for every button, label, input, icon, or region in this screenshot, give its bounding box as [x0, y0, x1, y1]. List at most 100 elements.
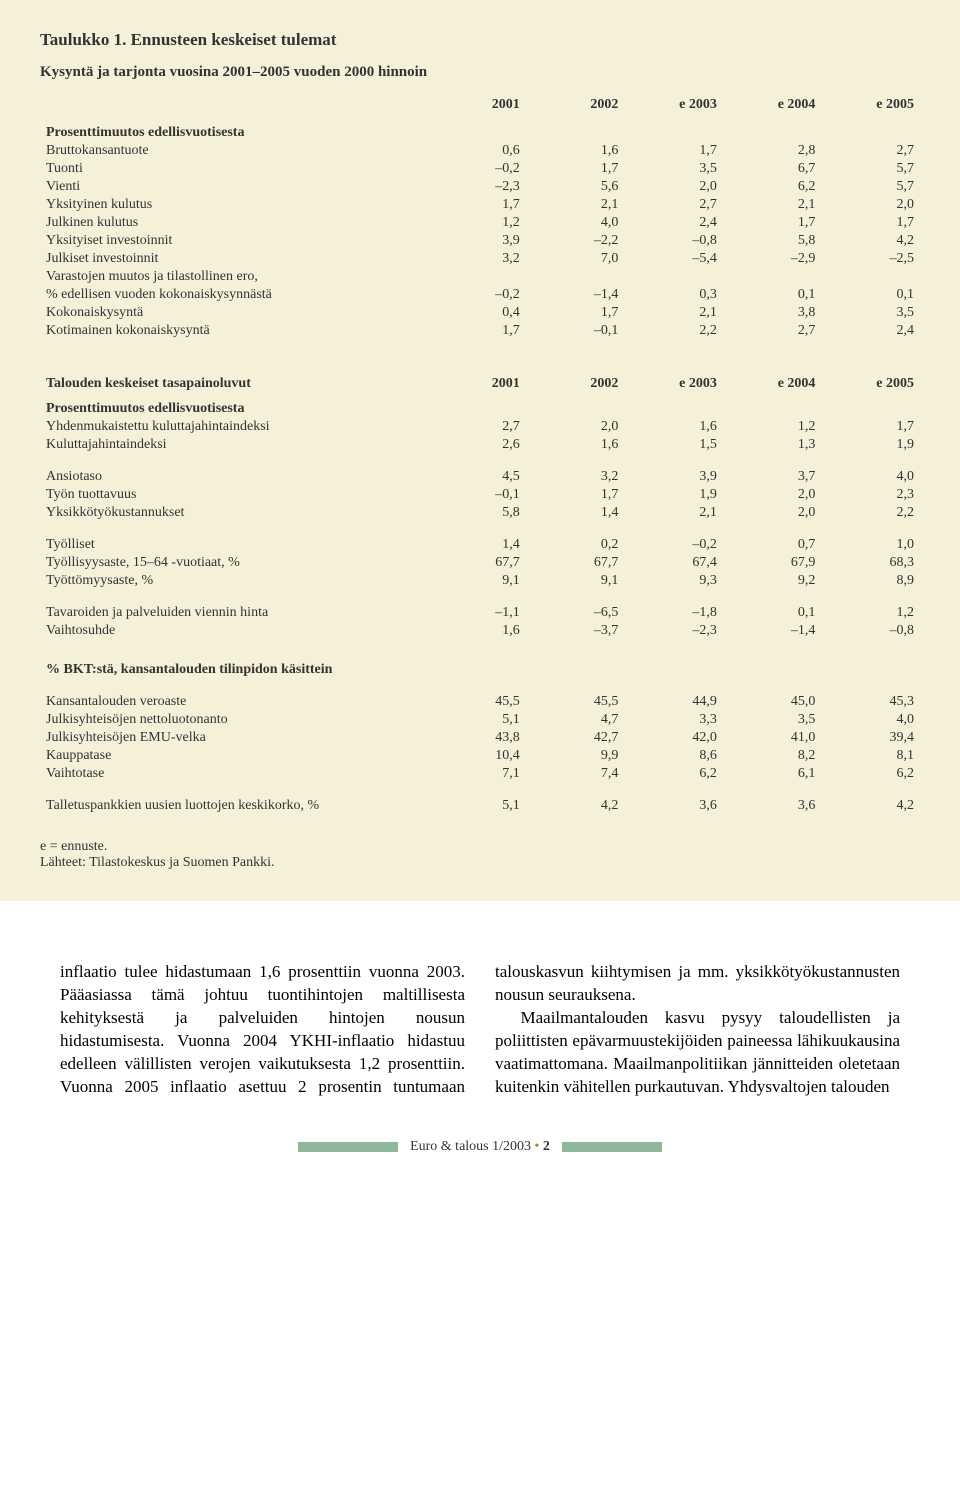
- footer-text: Euro & talous 1/2003 • 2: [410, 1139, 550, 1155]
- cell-value: –0,2: [427, 160, 526, 178]
- row-label: % edellisen vuoden kokonaiskysynnästä: [40, 286, 427, 304]
- column-header: e 2004: [723, 368, 822, 393]
- cell-value: 2,7: [624, 196, 723, 214]
- cell-value: 6,2: [821, 765, 920, 783]
- cell-value: 2,4: [821, 322, 920, 340]
- cell-value: 9,3: [624, 572, 723, 590]
- footer-bar-right: [562, 1142, 662, 1152]
- cell-value: 3,8: [723, 304, 822, 322]
- row-label: Tuonti: [40, 160, 427, 178]
- cell-value: 44,9: [624, 693, 723, 711]
- table-row: Yksityiset investoinnit3,9–2,2–0,85,84,2: [40, 232, 920, 250]
- cell-value: –1,1: [427, 604, 526, 622]
- cell-value: 1,2: [723, 418, 822, 436]
- cell-value: 43,8: [427, 729, 526, 747]
- cell-value: 41,0: [723, 729, 822, 747]
- cell-value: –2,5: [821, 250, 920, 268]
- cell-value: [624, 268, 723, 286]
- cell-value: 0,1: [821, 286, 920, 304]
- cell-value: 8,9: [821, 572, 920, 590]
- cell-value: 4,0: [821, 711, 920, 729]
- column-header: e 2004: [723, 93, 822, 117]
- row-label: Kokonaiskysyntä: [40, 304, 427, 322]
- body-text: inflaatio tulee hidastumaan 1,6 prosentt…: [0, 901, 960, 1129]
- cell-value: 3,5: [723, 711, 822, 729]
- table-row: Julkisyhteisöjen nettoluotonanto5,14,73,…: [40, 711, 920, 729]
- cell-value: 2,2: [821, 504, 920, 522]
- cell-value: –2,2: [526, 232, 625, 250]
- column-header: e 2003: [624, 93, 723, 117]
- cell-value: –0,2: [427, 286, 526, 304]
- cell-value: 3,9: [427, 232, 526, 250]
- table-row: Tavaroiden ja palveluiden viennin hinta–…: [40, 604, 920, 622]
- cell-value: 7,4: [526, 765, 625, 783]
- row-label: Vaihtosuhde: [40, 622, 427, 640]
- table-row: Yksikkötyökustannukset5,81,42,12,02,2: [40, 504, 920, 522]
- cell-value: 5,1: [427, 711, 526, 729]
- cell-value: 9,2: [723, 572, 822, 590]
- cell-value: 2,7: [723, 322, 822, 340]
- cell-value: 3,6: [723, 797, 822, 815]
- cell-value: 7,1: [427, 765, 526, 783]
- cell-value: 1,6: [624, 418, 723, 436]
- table-head: 20012002e 2003e 2004e 2005: [40, 93, 920, 117]
- cell-value: 7,0: [526, 250, 625, 268]
- cell-value: 1,7: [526, 304, 625, 322]
- section-header-row: % BKT:stä, kansantalouden tilinpidon käs…: [40, 654, 920, 679]
- cell-value: 9,1: [526, 572, 625, 590]
- cell-value: 6,7: [723, 160, 822, 178]
- table-subtitle: Kysyntä ja tarjonta vuosina 2001–2005 vu…: [40, 64, 920, 81]
- row-label: Vaihtotase: [40, 765, 427, 783]
- cell-value: 45,5: [526, 693, 625, 711]
- cell-value: 1,7: [526, 486, 625, 504]
- row-label: Ansiotaso: [40, 468, 427, 486]
- row-label: Kuluttajahintaindeksi: [40, 436, 427, 454]
- cell-value: 1,7: [723, 214, 822, 232]
- cell-value: 1,6: [526, 436, 625, 454]
- table-container: Taulukko 1. Ennusteen keskeiset tulemat …: [0, 0, 960, 901]
- cell-value: 2,1: [526, 196, 625, 214]
- column-header: e 2005: [821, 368, 920, 393]
- table-row: Varastojen muutos ja tilastollinen ero,: [40, 268, 920, 286]
- table-row: Vienti–2,35,62,06,25,7: [40, 178, 920, 196]
- row-label: Talletuspankkien uusien luottojen keskik…: [40, 797, 427, 815]
- cell-value: 2,0: [723, 486, 822, 504]
- spacer-row: [40, 783, 920, 797]
- cell-value: 2,1: [624, 504, 723, 522]
- cell-value: 1,7: [427, 322, 526, 340]
- table-row: Työllisyysaste, 15–64 -vuotiaat, %67,767…: [40, 554, 920, 572]
- cell-value: 2,1: [723, 196, 822, 214]
- table-row: Työlliset1,40,2–0,20,71,0: [40, 536, 920, 554]
- cell-value: 3,2: [427, 250, 526, 268]
- cell-value: 9,1: [427, 572, 526, 590]
- spacer-row: [40, 590, 920, 604]
- footnote-line: e = ennuste.: [40, 839, 920, 855]
- cell-value: 8,1: [821, 747, 920, 765]
- cell-value: 5,1: [427, 797, 526, 815]
- spacer-row: [40, 522, 920, 536]
- table-row: Tuonti–0,21,73,56,75,7: [40, 160, 920, 178]
- cell-value: 1,5: [624, 436, 723, 454]
- row-label: Vienti: [40, 178, 427, 196]
- table-row: Yhdenmukaistettu kuluttajahintaindeksi2,…: [40, 418, 920, 436]
- row-label: Kotimainen kokonaiskysyntä: [40, 322, 427, 340]
- table-row: Julkisyhteisöjen EMU-velka43,842,742,041…: [40, 729, 920, 747]
- cell-value: 2,2: [624, 322, 723, 340]
- cell-value: 3,9: [624, 468, 723, 486]
- cell-value: 6,2: [723, 178, 822, 196]
- cell-value: 4,2: [821, 797, 920, 815]
- row-label: Työlliset: [40, 536, 427, 554]
- spacer-row: [40, 454, 920, 468]
- cell-value: 8,6: [624, 747, 723, 765]
- row-label: Julkiset investoinnit: [40, 250, 427, 268]
- table-row: Talletuspankkien uusien luottojen keskik…: [40, 797, 920, 815]
- cell-value: 2,3: [821, 486, 920, 504]
- section-header-label: Prosenttimuutos edellisvuotisesta: [40, 117, 427, 142]
- cell-value: 5,8: [427, 504, 526, 522]
- cell-value: 5,7: [821, 160, 920, 178]
- column-header: [40, 93, 427, 117]
- cell-value: 42,0: [624, 729, 723, 747]
- cell-value: 1,3: [723, 436, 822, 454]
- cell-value: 0,1: [723, 604, 822, 622]
- spacer-row: [40, 340, 920, 354]
